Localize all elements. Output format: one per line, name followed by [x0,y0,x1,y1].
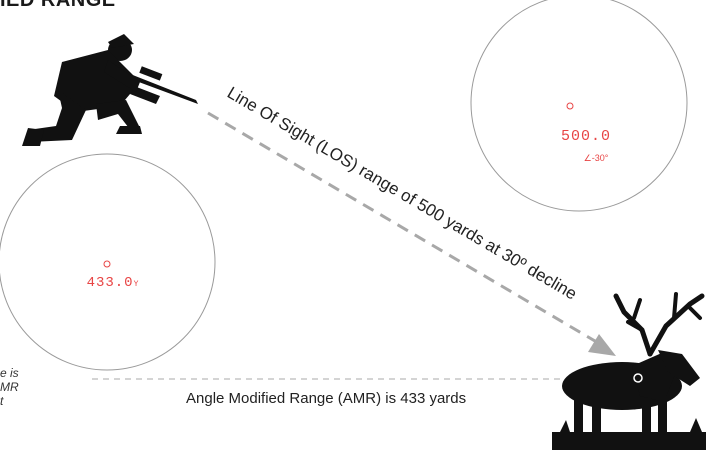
los-dashed-line [207,111,601,346]
target-marker [633,373,643,383]
elk-silhouette [552,292,706,450]
shooter-silhouette [22,34,198,146]
angle-reading: ∠-30° [584,153,609,163]
los-reading: 500.0 [561,128,611,145]
side-note: e is MR t [0,366,19,408]
reticle-dot [103,260,111,268]
amr-reading: 433.0Y [87,275,140,291]
los-arrowhead [588,334,616,356]
side-note-line: MR [0,380,19,394]
bottom-rangefinder-view: 433.0Y [0,153,216,371]
top-rangefinder-view: 500.0 ∠-30° [470,0,688,212]
amr-label: Angle Modified Range (AMR) is 433 yards [186,390,466,407]
reticle-dot [566,102,574,110]
page-title: IED RANGE [0,0,116,11]
side-note-line: t [0,394,4,408]
side-note-line: e is [0,366,19,380]
los-label: Line Of Sight (LOS) range of 500 yards a… [224,83,580,303]
